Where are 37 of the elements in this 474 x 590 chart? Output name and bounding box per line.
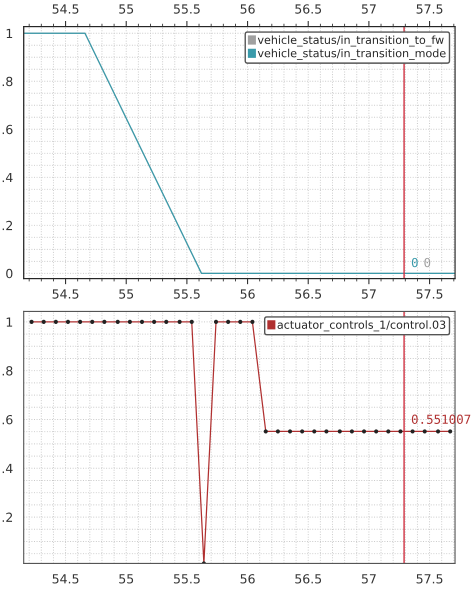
y-tick-label: 0 xyxy=(6,268,12,278)
x-tick-label: 57.5 xyxy=(416,574,442,584)
x-tick-label: 56.5 xyxy=(295,574,322,584)
x-tick-label: 56.5 xyxy=(295,289,322,299)
x2-tick-label: 56.5 xyxy=(295,4,322,14)
legend-label: vehicle_status/in_transition_to_fw xyxy=(258,35,444,46)
y-tick-label: .2 xyxy=(2,220,12,230)
x2-tick-label: 56 xyxy=(240,4,255,14)
y-tick-label: .8 xyxy=(2,76,12,86)
x-tick-label: 55 xyxy=(119,289,134,299)
x-tick-label: 56 xyxy=(240,574,255,584)
y-tick-label: .4 xyxy=(2,172,13,182)
x-tick-label: 57.5 xyxy=(416,289,442,299)
legend-label: vehicle_status/in_transition_mode xyxy=(258,48,446,60)
y-tick-label: .4 xyxy=(2,464,13,474)
annotation: 0 xyxy=(424,258,430,268)
x-tick-label: 57 xyxy=(362,574,376,584)
x-tick-label: 55 xyxy=(119,574,134,584)
y-tick-label: 1 xyxy=(6,318,12,327)
x-tick-label: 57 xyxy=(362,289,376,299)
y-tick-label: .2 xyxy=(2,512,12,522)
x-tick-label: 54.5 xyxy=(52,574,78,584)
x-tick-label: 56 xyxy=(240,289,255,299)
legend-label: actuator_controls_1/control.03 xyxy=(278,320,446,332)
x2-tick-label: 57.5 xyxy=(416,4,442,14)
x-tick-label: 54.5 xyxy=(52,289,78,299)
x-tick-label: 55.5 xyxy=(174,289,200,299)
y-tick-label: .8 xyxy=(2,366,12,376)
x2-tick-label: 54.5 xyxy=(52,4,78,14)
annotation: 0 xyxy=(412,258,418,268)
x2-tick-label: 57 xyxy=(362,4,376,14)
x2-tick-label: 55.5 xyxy=(174,4,200,14)
x-tick-label: 55.5 xyxy=(174,574,200,584)
x2-tick-label: 55 xyxy=(119,4,134,14)
y-tick-label: .6 xyxy=(2,124,12,134)
y-tick-label: 1 xyxy=(6,28,12,38)
y-tick-label: .6 xyxy=(2,414,12,424)
